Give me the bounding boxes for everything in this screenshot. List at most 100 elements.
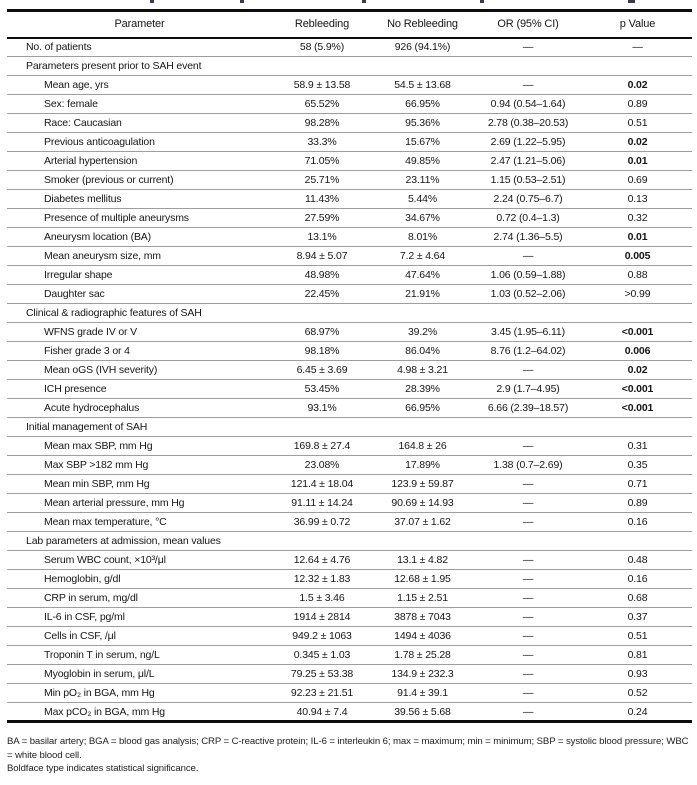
parameter-cell: Daughter sac <box>44 288 105 300</box>
no-rebleeding-cell: 8.01% <box>407 231 438 243</box>
rebleeding-cell: 33.3% <box>307 136 337 148</box>
rebleeding-cell: 93.1% <box>307 402 337 414</box>
parameter-cell: Fisher grade 3 or 4 <box>44 345 130 357</box>
p-value-cell: 0.52 <box>627 687 648 699</box>
no-rebleeding-cell: 926 (94.1%) <box>394 41 451 54</box>
rebleeding-cell: 23.08% <box>304 459 340 471</box>
p-value-cell: 0.35 <box>627 459 648 471</box>
section-label: Parameters present prior to SAH event <box>26 60 202 72</box>
p-value-cell: <0.001 <box>621 402 654 414</box>
p-value-cell: — <box>632 41 643 54</box>
rebleeding-cell: 98.28% <box>304 117 340 129</box>
p-value-cell: 0.01 <box>627 231 648 243</box>
p-value-cell: 0.51 <box>627 117 648 129</box>
parameter-cell: ICH presence <box>44 383 107 395</box>
section-row: Initial management of SAH <box>7 417 692 437</box>
or-ci-cell: 2.9 (1.7–4.95) <box>496 383 560 395</box>
col-header-rebleeding: Rebleeding <box>294 18 350 31</box>
parameter-cell: Sex: female <box>44 98 98 110</box>
rebleeding-cell: 121.4 ± 18.04 <box>290 478 354 490</box>
p-value-cell: 0.51 <box>627 630 648 642</box>
table-row: Cells in CSF, /μl 949.2 ± 1063 1494 ± 4036… <box>7 626 692 646</box>
parameter-cell: Mean max SBP, mm Hg <box>44 440 153 452</box>
rebleeding-cell: 0.345 ± 1.03 <box>293 649 351 661</box>
no-rebleeding-cell: 28.39% <box>405 383 440 395</box>
section-row: Parameters present prior to SAH event <box>7 56 692 76</box>
no-rebleeding-cell: 4.98 ± 3.21 <box>397 364 448 376</box>
or-ci-cell: — <box>522 250 534 262</box>
no-rebleeding-cell: 66.95% <box>405 402 440 414</box>
table-row: WFNS grade IV or V 68.97% 39.2% 3.45 (1.95–… <box>7 322 692 342</box>
parameter-cell: Myoglobin in serum, μl/L <box>44 668 155 680</box>
parameter-cell: No. of patients <box>26 41 92 54</box>
parameters-table: Parameter Rebleeding No Rebleeding OR (9… <box>7 9 692 723</box>
parameter-cell: Max SBP >182 mm Hg <box>44 459 149 471</box>
or-ci-cell: — <box>522 79 534 91</box>
section-label: Initial management of SAH <box>26 421 148 433</box>
parameter-cell: Mean oGS (IVH severity) <box>44 364 158 376</box>
table-row: Mean max temperature, °C 36.99 ± 0.72 37.0… <box>7 512 692 532</box>
table-row: Irregular shape 48.98% 47.64% 1.06 (0.59–1.… <box>7 265 692 285</box>
rebleeding-cell: 1914 ± 2814 <box>293 611 351 623</box>
rebleeding-cell: 48.98% <box>304 269 340 281</box>
parameter-cell: WFNS grade IV or V <box>44 326 137 338</box>
no-rebleeding-cell: 134.9 ± 232.3 <box>391 668 454 680</box>
no-rebleeding-cell: 91.4 ± 39.1 <box>397 687 448 699</box>
parameter-cell: Mean age, yrs <box>44 79 109 91</box>
p-value-cell: 0.31 <box>627 440 648 452</box>
table-header: Parameter Rebleeding No Rebleeding OR (9… <box>7 10 692 38</box>
or-ci-cell: — <box>522 41 534 54</box>
no-rebleeding-cell: 86.04% <box>405 345 440 357</box>
rebleeding-cell: 65.52% <box>304 98 340 110</box>
or-ci-cell: 0.72 (0.4–1.3) <box>496 212 560 224</box>
no-rebleeding-cell: 39.2% <box>407 326 438 338</box>
rebleeding-cell: 58.9 ± 13.58 <box>293 79 351 91</box>
table-row: Diabetes mellitus 11.43% 5.44% 2.24 (0.75–6… <box>7 189 692 209</box>
parameter-cell: Mean max temperature, °C <box>44 516 167 528</box>
p-value-cell: 0.24 <box>627 705 648 718</box>
or-ci-cell: 3.45 (1.95–6.11) <box>491 326 565 338</box>
parameter-cell: Mean aneurysm size, mm <box>44 250 161 262</box>
p-value-cell: 0.68 <box>627 592 648 604</box>
table-row: ICH presence 53.45% 28.39% 2.9 (1.7–4.95) <0… <box>7 379 692 399</box>
no-rebleeding-cell: 39.56 ± 5.68 <box>394 705 451 718</box>
or-ci-cell: 2.47 (1.21–5.06) <box>490 155 566 167</box>
table-row: Max SBP >182 mm Hg 23.08% 17.89% 1.38 (0.7–… <box>7 455 692 475</box>
or-ci-cell: 6.66 (2.39–18.57) <box>487 402 569 414</box>
rebleeding-cell: 22.45% <box>304 288 340 300</box>
p-value-cell: <0.001 <box>621 383 654 395</box>
parameter-cell: Aneurysm location (BA) <box>44 231 151 243</box>
or-ci-cell: 1.06 (0.59–1.88) <box>490 269 566 281</box>
table-row: Troponin T in serum, ng/L 0.345 ± 1.03 1.7… <box>7 645 692 665</box>
parameter-cell: Min pO₂ in BGA, mm Hg <box>44 687 155 699</box>
parameter-cell: Mean min SBP, mm Hg <box>44 478 150 490</box>
parameter-cell: IL-6 in CSF, pg/ml <box>44 611 125 623</box>
or-ci-cell: — <box>522 592 534 604</box>
rebleeding-cell: 6.45 ± 3.69 <box>296 364 348 376</box>
or-ci-cell: — <box>522 649 534 661</box>
no-rebleeding-cell: 1.15 ± 2.51 <box>397 592 448 604</box>
p-value-cell: 0.88 <box>627 269 648 281</box>
rebleeding-cell: 58 (5.9%) <box>299 41 345 54</box>
rebleeding-cell: 92.23 ± 21.51 <box>290 687 354 699</box>
rebleeding-cell: 71.05% <box>304 155 340 167</box>
parameter-cell: Mean arterial pressure, mm Hg <box>44 497 185 509</box>
section-label: Lab parameters at admission, mean values <box>26 535 221 547</box>
parameter-cell: Cells in CSF, /μl <box>44 630 116 642</box>
table-row: Serum WBC count, ×10³/μl 12.64 ± 4.76 13.1… <box>7 550 692 570</box>
p-value-cell: 0.37 <box>627 611 648 623</box>
rebleeding-cell: 12.32 ± 1.83 <box>293 573 351 585</box>
parameter-cell: CRP in serum, mg/dl <box>44 592 138 604</box>
parameter-cell: Presence of multiple aneurysms <box>44 212 189 224</box>
rebleeding-cell: 79.25 ± 53.38 <box>290 668 354 680</box>
p-value-cell: 0.69 <box>627 174 648 186</box>
table-row: Fisher grade 3 or 4 98.18% 86.04% 8.76 (1.2… <box>7 341 692 361</box>
parameter-cell: Troponin T in serum, ng/L <box>44 649 160 661</box>
parameter-cell: Smoker (previous or current) <box>44 174 174 186</box>
parameter-cell: Race: Caucasian <box>44 117 122 129</box>
rebleeding-cell: 169.8 ± 27.4 <box>293 440 351 452</box>
p-value-cell: 0.01 <box>627 155 648 167</box>
no-rebleeding-cell: 54.5 ± 13.68 <box>394 79 451 91</box>
p-value-cell: 0.89 <box>627 98 648 110</box>
p-value-cell: 0.02 <box>627 79 648 91</box>
